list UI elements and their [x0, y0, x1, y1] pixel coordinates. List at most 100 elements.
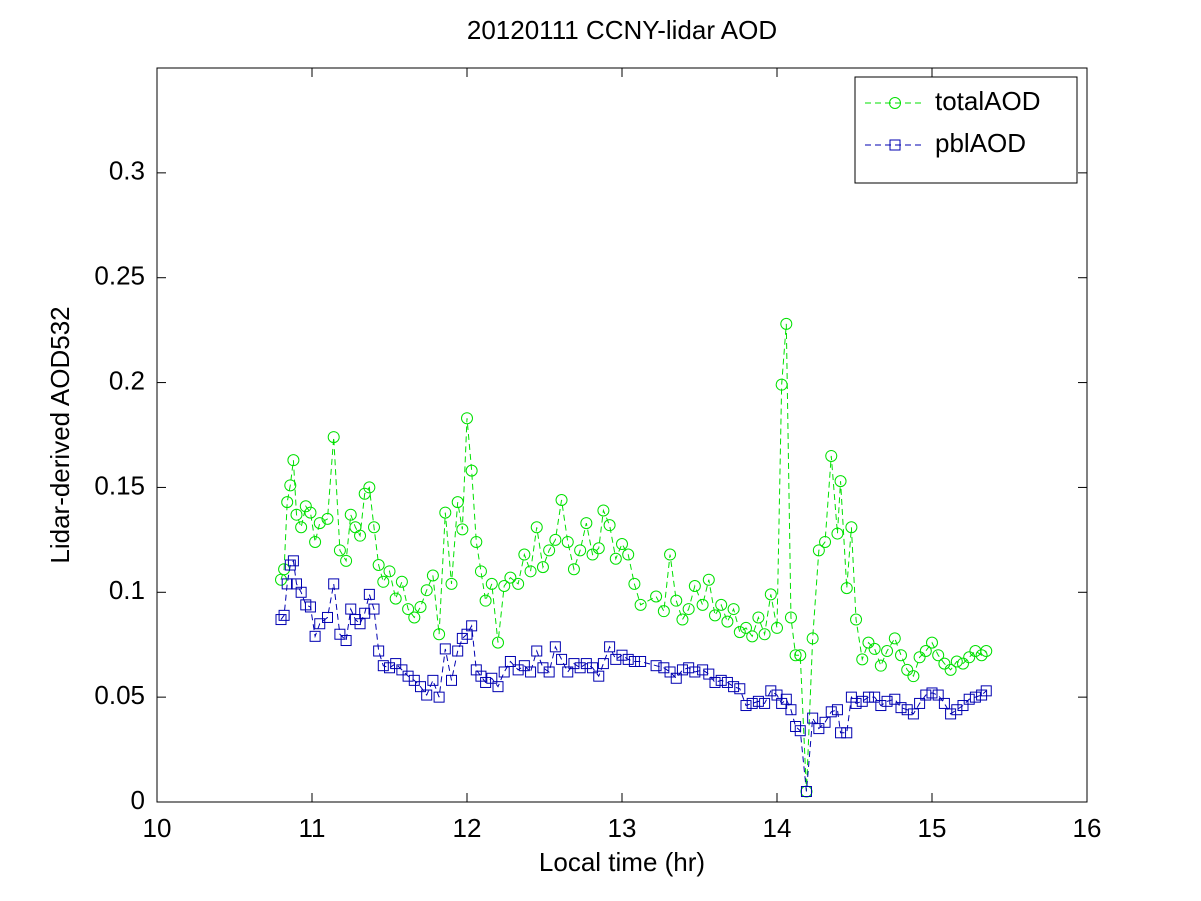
square-marker — [835, 727, 847, 739]
circle-marker — [746, 630, 759, 643]
y-tick-label: 0.1 — [109, 575, 145, 605]
square-marker — [819, 716, 831, 728]
circle-marker — [957, 657, 969, 670]
square-marker — [340, 635, 352, 647]
square-marker — [604, 641, 616, 653]
square-marker — [377, 660, 389, 672]
circle-marker — [932, 649, 945, 662]
square-marker — [889, 139, 901, 151]
square-marker — [408, 674, 420, 686]
square-marker — [945, 708, 957, 720]
circle-marker — [834, 475, 847, 488]
circle-marker — [395, 575, 408, 588]
circle-marker — [402, 603, 415, 616]
square-marker — [597, 658, 609, 670]
square-marker — [664, 666, 676, 678]
circle-marker — [284, 479, 297, 492]
square-marker — [670, 672, 682, 684]
square-marker — [543, 666, 555, 678]
square-marker — [650, 660, 662, 672]
circle-marker — [561, 535, 574, 548]
square-marker — [895, 702, 907, 714]
square-marker — [580, 658, 592, 670]
circle-marker — [721, 615, 734, 628]
circle-marker — [498, 579, 511, 592]
circle-marker — [650, 590, 663, 603]
circle-marker — [840, 582, 853, 595]
square-marker — [537, 662, 549, 674]
square-marker — [869, 691, 881, 703]
circle-marker — [856, 653, 869, 666]
circle-marker — [470, 535, 483, 548]
circle-marker — [420, 584, 433, 597]
circle-marker — [354, 529, 367, 542]
square-marker — [850, 697, 862, 709]
circle-marker — [290, 508, 303, 521]
square-marker — [676, 664, 688, 676]
circle-marker — [733, 626, 746, 639]
circle-marker — [504, 571, 517, 584]
square-marker — [549, 641, 561, 653]
circle-marker — [901, 663, 914, 676]
circle-marker — [622, 548, 635, 561]
circle-marker — [715, 598, 728, 611]
circle-marker — [344, 508, 357, 521]
square-marker — [907, 708, 919, 720]
square-marker — [914, 697, 926, 709]
y-tick-label: 0.3 — [109, 156, 145, 186]
circle-marker — [389, 592, 402, 605]
circle-marker — [597, 504, 610, 517]
circle-marker — [975, 649, 988, 662]
square-marker — [359, 607, 371, 619]
circle-marker — [688, 579, 701, 592]
square-marker — [800, 786, 812, 798]
square-marker — [574, 662, 586, 674]
circle-marker — [372, 559, 385, 572]
series-line — [280, 559, 987, 792]
square-marker — [390, 658, 402, 670]
circle-marker — [524, 565, 537, 578]
square-marker — [807, 712, 819, 724]
circle-marker — [451, 496, 464, 509]
circle-marker — [794, 649, 807, 662]
square-marker — [433, 691, 445, 703]
circle-marker — [771, 621, 783, 634]
square-marker — [396, 664, 408, 676]
square-marker — [304, 601, 316, 613]
x-tick-label: 10 — [143, 813, 172, 843]
square-marker — [715, 674, 727, 686]
square-marker — [504, 655, 516, 667]
chart-title: 20120111 CCNY-lidar AOD — [467, 15, 777, 45]
square-marker — [452, 645, 464, 657]
square-marker — [721, 676, 733, 688]
circle-marker — [530, 521, 543, 534]
y-tick-label: 0.25 — [94, 261, 145, 291]
circle-marker — [327, 431, 340, 444]
circle-marker — [806, 632, 819, 645]
circle-marker — [518, 548, 531, 561]
circle-marker — [913, 651, 926, 664]
square-marker — [658, 662, 670, 674]
circle-marker — [963, 651, 976, 664]
circle-marker — [616, 538, 628, 551]
square-marker — [486, 672, 498, 684]
circle-marker — [321, 512, 334, 525]
x-tick-label: 16 — [1073, 813, 1102, 843]
square-marker — [498, 666, 510, 678]
square-marker — [765, 685, 777, 697]
x-tick-label: 11 — [299, 813, 326, 843]
square-marker — [963, 693, 975, 705]
x-tick-label: 14 — [763, 813, 792, 843]
plot-area — [156, 67, 1088, 803]
square-marker — [610, 653, 622, 665]
square-marker — [740, 700, 752, 712]
square-marker — [368, 603, 380, 615]
circle-marker — [456, 523, 469, 536]
square-marker — [616, 649, 628, 661]
square-marker — [697, 664, 709, 676]
square-marker — [957, 700, 969, 712]
square-marker — [446, 674, 457, 686]
circle-marker — [950, 655, 963, 668]
circle-marker — [333, 544, 346, 557]
